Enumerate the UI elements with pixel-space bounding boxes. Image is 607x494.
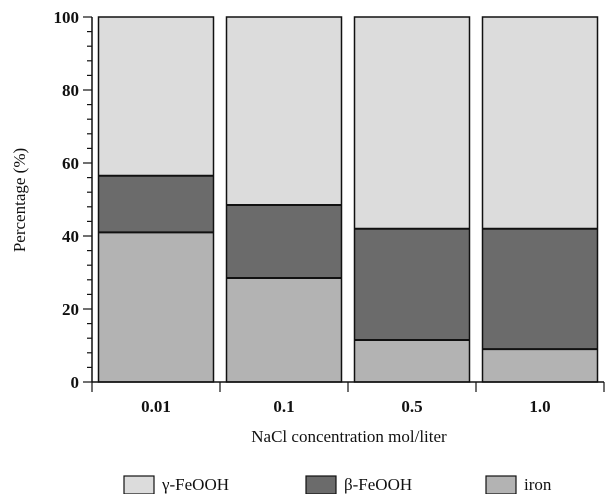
y-tick-label: 100 [54, 8, 80, 27]
legend-swatch-iron [485, 475, 517, 494]
legend-label-feooh: β-FeOOH [344, 475, 412, 494]
x-tick-label-0.01: 0.01 [141, 397, 171, 416]
x-tick-label-0.1: 0.1 [273, 397, 294, 416]
bar-segment-feooh-1.0 [482, 17, 598, 229]
bar-segment-feooh-0.1 [226, 17, 342, 205]
y-axis-title: Percentage (%) [10, 148, 29, 252]
bar-segment-iron-1.0 [482, 349, 598, 382]
bar-segment-feooh-0.1 [226, 204, 342, 278]
x-tick-label-0.5: 0.5 [401, 397, 422, 416]
x-tick-label-1.0: 1.0 [529, 397, 550, 416]
bar-segment-feooh-0.01 [98, 175, 214, 233]
y-tick-label: 60 [62, 154, 79, 173]
legend-label-iron: iron [524, 475, 552, 494]
y-tick-label: 20 [62, 300, 79, 319]
legend: γ-FeOOH β-FeOOH iron [123, 475, 552, 494]
y-axis: 0 20 40 60 80 100 [54, 8, 93, 392]
bars-group [97, 16, 599, 383]
y-tick-label: 80 [62, 81, 79, 100]
legend-swatch-feooh [305, 475, 337, 494]
bar-segment-feooh-0.5 [354, 228, 470, 341]
legend-label-feooh: γ-FeOOH [161, 475, 229, 494]
x-axis: 0.01 0.1 0.5 1.0 [91, 381, 605, 416]
bar-segment-iron-0.01 [98, 232, 214, 382]
bar-segment-feooh-0.01 [98, 17, 214, 176]
bar-segment-feooh-1.0 [482, 228, 598, 350]
bar-segment-feooh-0.5 [354, 17, 470, 229]
legend-swatch-feooh [123, 475, 155, 494]
x-axis-title: NaCl concentration mol/liter [251, 427, 447, 446]
y-tick-label: 0 [71, 373, 80, 392]
bar-segment-iron-0.5 [354, 340, 470, 382]
y-tick-label: 40 [62, 227, 79, 246]
bar-segment-iron-0.1 [226, 277, 342, 382]
